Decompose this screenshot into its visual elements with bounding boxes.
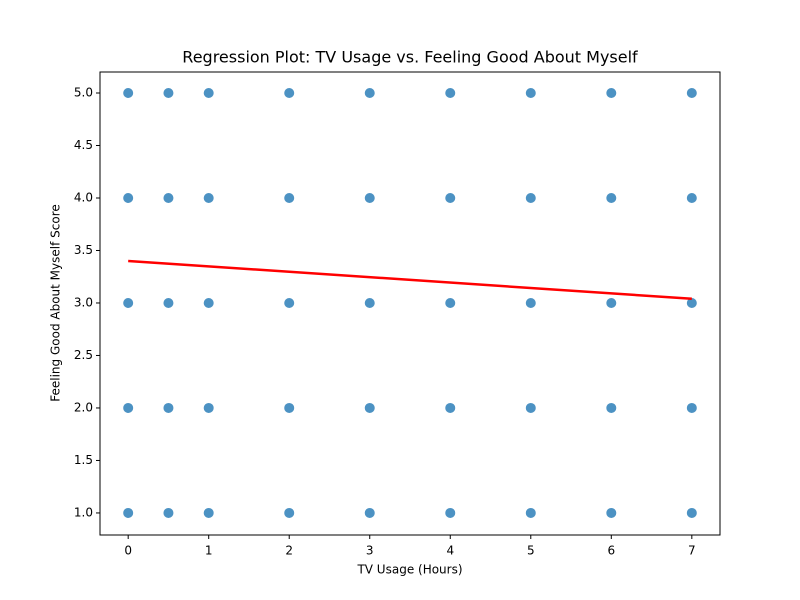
point bbox=[364, 192, 375, 203]
point bbox=[284, 192, 295, 203]
point bbox=[686, 297, 697, 308]
point bbox=[525, 192, 536, 203]
point bbox=[163, 87, 174, 98]
point bbox=[525, 507, 536, 518]
x-tick-label: 2 bbox=[285, 544, 293, 558]
point bbox=[123, 402, 134, 413]
x-axis-label: TV Usage (Hours) bbox=[356, 563, 462, 577]
point bbox=[123, 507, 134, 518]
point bbox=[445, 507, 456, 518]
y-tick-label: 4.5 bbox=[74, 138, 93, 152]
point bbox=[606, 87, 617, 98]
point bbox=[606, 507, 617, 518]
point bbox=[686, 87, 697, 98]
y-tick-label: 3.0 bbox=[74, 295, 93, 309]
point bbox=[203, 297, 214, 308]
regression-line bbox=[128, 259, 692, 301]
point bbox=[364, 402, 375, 413]
point bbox=[686, 402, 697, 413]
y-tick-label: 1.0 bbox=[74, 505, 93, 519]
y-tick-label: 4.0 bbox=[74, 190, 93, 204]
point bbox=[284, 87, 295, 98]
point bbox=[203, 192, 214, 203]
point bbox=[606, 297, 617, 308]
x-tick-label: 1 bbox=[205, 544, 213, 558]
x-tick-label: 5 bbox=[527, 544, 535, 558]
point bbox=[123, 87, 134, 98]
point bbox=[284, 297, 295, 308]
point bbox=[123, 297, 134, 308]
point bbox=[606, 402, 617, 413]
point bbox=[686, 192, 697, 203]
y-tick-label: 2.5 bbox=[74, 348, 93, 362]
point bbox=[606, 192, 617, 203]
x-tick-label: 7 bbox=[688, 544, 696, 558]
point bbox=[284, 402, 295, 413]
point bbox=[686, 507, 697, 518]
point bbox=[163, 507, 174, 518]
point bbox=[163, 297, 174, 308]
y-tick-label: 5.0 bbox=[74, 85, 93, 99]
y-tick-label: 1.5 bbox=[74, 453, 93, 467]
point bbox=[284, 507, 295, 518]
point bbox=[203, 507, 214, 518]
x-tick-label: 6 bbox=[607, 544, 615, 558]
point bbox=[445, 402, 456, 413]
x-tick-label: 0 bbox=[124, 544, 132, 558]
point bbox=[163, 402, 174, 413]
point bbox=[123, 192, 134, 203]
point bbox=[163, 192, 174, 203]
x-tick-label: 3 bbox=[366, 544, 374, 558]
point bbox=[525, 402, 536, 413]
chart-title: Regression Plot: TV Usage vs. Feeling Go… bbox=[182, 48, 638, 67]
point bbox=[525, 297, 536, 308]
point bbox=[445, 192, 456, 203]
point bbox=[445, 87, 456, 98]
point bbox=[203, 87, 214, 98]
point bbox=[364, 87, 375, 98]
x-tick-label: 4 bbox=[446, 544, 454, 558]
point bbox=[525, 87, 536, 98]
y-tick-label: 2.0 bbox=[74, 400, 93, 414]
y-axis-label: Feeling Good About Myself Score bbox=[49, 204, 63, 402]
y-tick-label: 3.5 bbox=[74, 243, 93, 257]
plot-frame bbox=[99, 71, 721, 536]
point bbox=[445, 297, 456, 308]
point bbox=[364, 297, 375, 308]
point bbox=[203, 402, 214, 413]
point bbox=[364, 507, 375, 518]
